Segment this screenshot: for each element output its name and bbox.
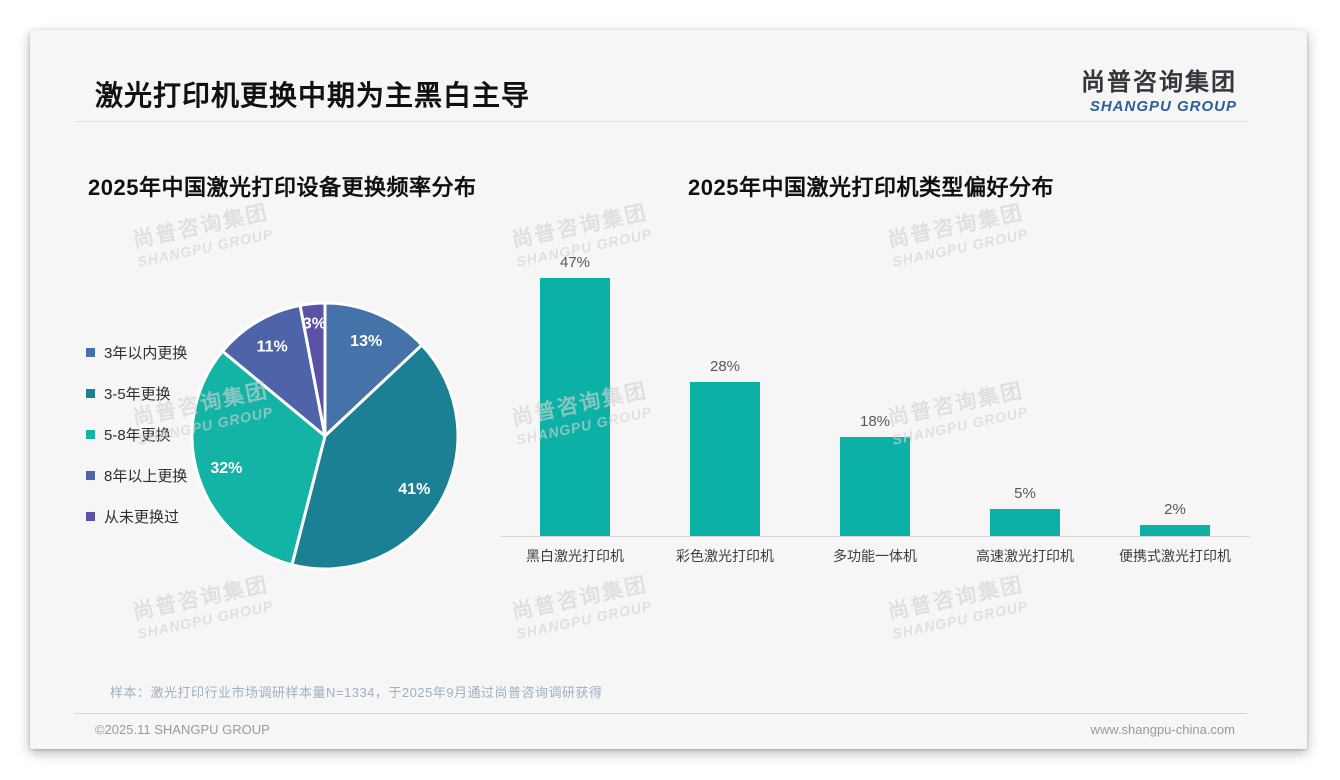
pie-chart-title: 2025年中国激光打印设备更换频率分布 <box>88 175 477 200</box>
pie-slice <box>290 343 460 571</box>
bar-category-labels: 黑白激光打印机 彩色激光打印机 多功能一体机 高速激光打印机 便携式激光打印机 <box>500 546 1250 566</box>
pie-legend: 3年以内更换 3-5年更换 5-8年更换 8年以上更换 从未更换过 <box>86 342 187 527</box>
legend-label: 8年以上更换 <box>104 468 188 485</box>
pie-slice-value-label: 11% <box>257 339 288 356</box>
logo-chinese-name: 尚普咨询集团 <box>1081 69 1237 96</box>
bar-x-axis-line <box>500 536 1250 537</box>
legend-marker-icon <box>86 471 95 480</box>
bar-category-label: 彩色激光打印机 <box>676 548 774 564</box>
logo-english-name: SHANGPU GROUP <box>1089 98 1237 115</box>
bar-value-label: 28% <box>709 358 741 375</box>
pie-slice-value-label: 13% <box>350 333 382 350</box>
legend-label: 3-5年更换 <box>104 386 171 403</box>
bar-value-label: 47% <box>559 253 591 271</box>
slide-card: 激光打印机更换中期为主黑白主导 尚普咨询集团 SHANGPU GROUP 202… <box>30 30 1307 749</box>
page-title: 激光打印机更换中期为主黑白主导 <box>95 80 531 111</box>
chart-layer: 激光打印机更换中期为主黑白主导 尚普咨询集团 SHANGPU GROUP 202… <box>30 30 1307 749</box>
bar-chart-title: 2025年中国激光打印机类型偏好分布 <box>688 175 1054 200</box>
pie-chart: 13% 41% 32% 11% 3% <box>190 301 460 571</box>
bar-category-label: 高速激光打印机 <box>976 548 1074 564</box>
legend-marker-icon <box>86 348 95 357</box>
bar-category-label: 多功能一体机 <box>833 548 917 564</box>
legend-marker-icon <box>86 512 95 521</box>
pie-slice <box>323 301 424 438</box>
company-logo: 尚普咨询集团 SHANGPU GROUP <box>1081 62 1237 115</box>
title-divider <box>75 121 1247 122</box>
bar-rect <box>990 508 1060 536</box>
legend-marker-icon <box>86 430 95 439</box>
bar-category-label: 黑白激光打印机 <box>526 548 624 564</box>
bar-slot: 28% <box>650 30 800 536</box>
legend-label: 从未更换过 <box>104 509 180 526</box>
bar-slot: 2% <box>1100 30 1250 536</box>
pie-slice-value-label: 32% <box>210 460 242 477</box>
pie-slice <box>298 301 327 438</box>
bar-rect <box>840 437 910 536</box>
legend-item: 3-5年更换 <box>86 383 187 404</box>
pie-slice-value-label: 3% <box>303 315 326 332</box>
legend-item: 5-8年更换 <box>86 424 187 445</box>
bar-rect <box>1140 525 1210 536</box>
bar-value-label: 2% <box>1164 501 1186 518</box>
bar-rect <box>540 277 610 536</box>
bar-value-label: 18% <box>859 413 891 430</box>
legend-item: 从未更换过 <box>86 506 187 527</box>
legend-marker-icon <box>86 389 95 398</box>
legend-item: 3年以内更换 <box>86 342 187 363</box>
legend-label: 3年以内更换 <box>104 345 188 362</box>
legend-label: 5-8年更换 <box>104 427 171 444</box>
pie-slice <box>190 349 327 567</box>
bar-value-label: 5% <box>1014 484 1036 502</box>
bar-slot: 18% <box>800 30 950 536</box>
footer-website: www.shangpu-china.com <box>1090 722 1235 737</box>
footer-divider <box>75 713 1247 714</box>
bar-chart: 47% 28% 18% 5% 2% <box>500 30 1250 536</box>
sample-note: 样本：激光打印行业市场调研样本量N=1334，于2025年9月通过尚普咨询调研获… <box>110 685 603 700</box>
bar-slot: 5% <box>950 30 1100 536</box>
footer-copyright: ©2025.11 SHANGPU GROUP <box>95 722 270 737</box>
legend-item: 8年以上更换 <box>86 465 187 486</box>
pie-slice-value-label: 41% <box>398 481 430 498</box>
bar-category-label: 便携式激光打印机 <box>1119 548 1231 564</box>
bar-rect <box>690 382 760 536</box>
bar-slot: 47% <box>500 30 650 536</box>
pie-slice <box>221 303 327 438</box>
